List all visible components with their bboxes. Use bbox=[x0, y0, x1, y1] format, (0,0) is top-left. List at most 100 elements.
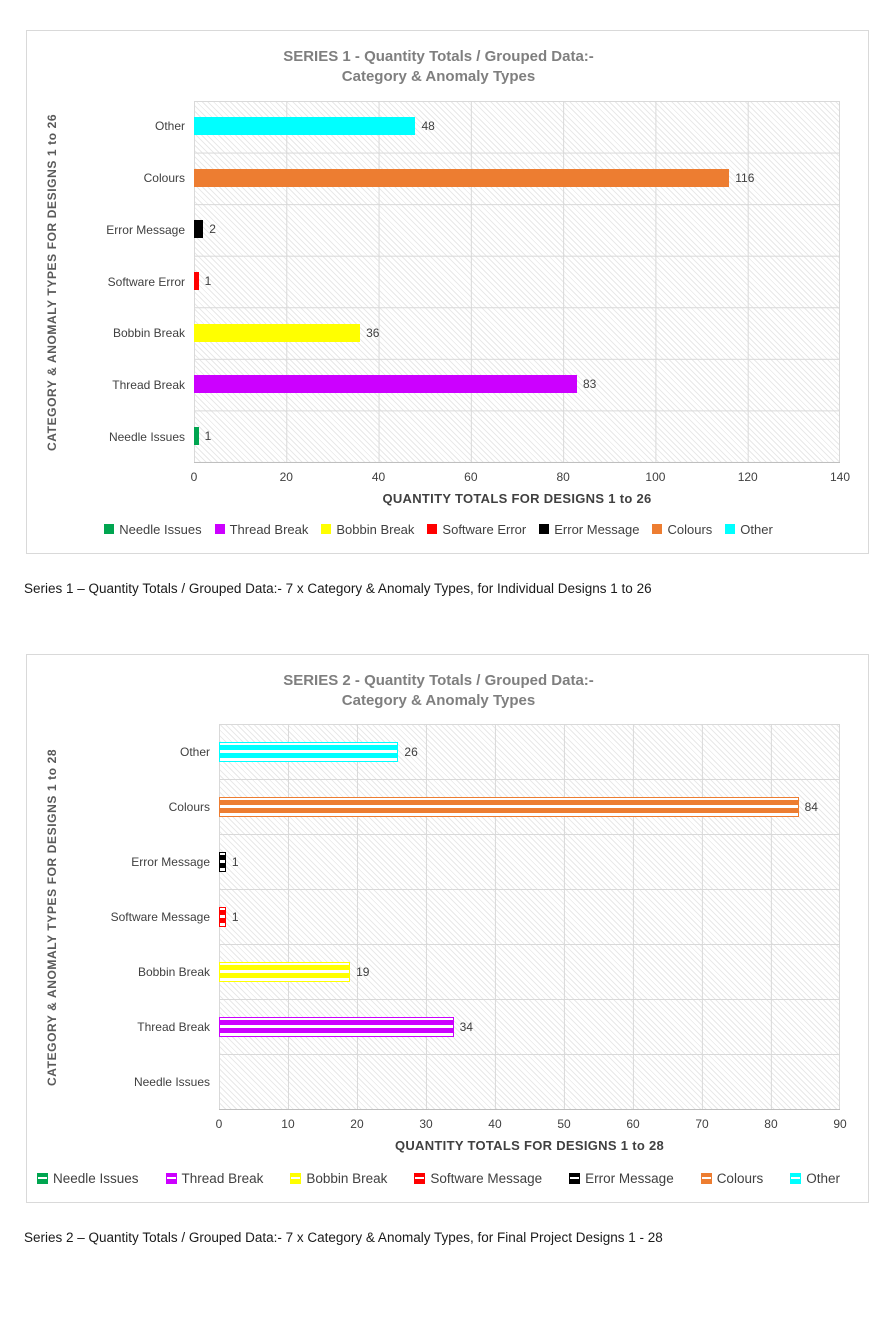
data-label: 84 bbox=[804, 799, 818, 814]
caption-series-1: Series 1 – Quantity Totals / Grouped Dat… bbox=[24, 580, 652, 596]
category-axis: Other Colours Error Message Software Messag… bbox=[67, 724, 219, 1110]
legend-label: Error Message bbox=[554, 521, 640, 537]
x-tick-label: 70 bbox=[695, 1117, 709, 1131]
legend-label: Bobbin Break bbox=[336, 521, 415, 537]
bar-other bbox=[219, 741, 399, 762]
legend-marker bbox=[290, 1173, 302, 1184]
bar-colours bbox=[194, 168, 730, 187]
legend-item: Error Message bbox=[539, 522, 639, 537]
x-tick-label: 140 bbox=[829, 469, 851, 484]
legend-label: Software Message bbox=[430, 1171, 543, 1186]
legend-marker bbox=[569, 1173, 581, 1184]
category-axis: Other Colours Error Message Software Error B… bbox=[67, 101, 194, 463]
x-axis-title-row: QUANTITY TOTALS FOR DESIGNS 1 to 26 bbox=[37, 489, 840, 506]
x-tick-label: 40 bbox=[488, 1117, 502, 1131]
bar-row: 1 bbox=[194, 410, 840, 462]
bar-row: 48 bbox=[194, 101, 840, 153]
bar-error-message bbox=[194, 220, 204, 239]
legend-item: Bobbin Break bbox=[290, 1171, 387, 1186]
bar-row: 84 bbox=[219, 779, 840, 834]
chart-plot-region: CATEGORY & ANOMALY TYPES FOR DESIGNS 1 t… bbox=[37, 724, 840, 1110]
x-axis: 0 20 40 60 80 100 120 140 bbox=[37, 463, 850, 489]
category-label: Bobbin Break bbox=[112, 326, 185, 341]
data-label: 36 bbox=[366, 325, 380, 340]
legend-marker bbox=[790, 1173, 802, 1184]
x-tick-label: 100 bbox=[645, 469, 666, 484]
axis-spacer bbox=[37, 463, 194, 489]
bar-software-message bbox=[219, 906, 226, 927]
bar-thread-break bbox=[194, 375, 577, 394]
x-tick-label: 20 bbox=[279, 469, 293, 484]
x-tick-label: 20 bbox=[350, 1117, 364, 1131]
x-axis-title: QUANTITY TOTALS FOR DESIGNS 1 to 26 bbox=[382, 490, 652, 506]
legend-label: Colours bbox=[716, 1171, 764, 1186]
category-label: Other bbox=[179, 744, 210, 759]
legend-item: Other bbox=[725, 522, 773, 537]
x-tick-label: 60 bbox=[464, 469, 478, 484]
x-tick-label: 60 bbox=[626, 1117, 640, 1131]
legend-marker bbox=[104, 524, 115, 534]
bar-row: 116 bbox=[194, 152, 840, 204]
x-tick-label: 10 bbox=[281, 1117, 295, 1131]
legend-label: Colours bbox=[667, 521, 713, 537]
x-tick-label: 120 bbox=[737, 469, 758, 484]
bar-other bbox=[194, 117, 416, 136]
axis-spacer bbox=[37, 1110, 219, 1136]
legend-marker bbox=[652, 524, 663, 534]
bar-row: 19 bbox=[219, 944, 840, 999]
legend-marker bbox=[37, 1173, 48, 1184]
legend-item: Software Message bbox=[414, 1171, 542, 1186]
legend-marker bbox=[165, 1173, 177, 1184]
legend-item: Thread Break bbox=[214, 521, 309, 537]
legend-item: Error Message bbox=[569, 1171, 674, 1186]
legend-marker bbox=[700, 1173, 712, 1184]
x-axis: 0 10 20 30 40 50 60 70 80 90 bbox=[37, 1110, 847, 1136]
x-tick-label: 40 bbox=[371, 469, 386, 484]
axis-spacer bbox=[37, 1136, 219, 1153]
chart-title: SERIES 1 - Quantity Totals / Grouped Dat… bbox=[37, 47, 840, 88]
category-label: Needle Issues bbox=[133, 1075, 210, 1090]
bar-needle-issues bbox=[194, 426, 199, 445]
chart-series-1: SERIES 1 - Quantity Totals / Grouped Dat… bbox=[26, 30, 869, 554]
x-tick-label: 50 bbox=[557, 1117, 571, 1131]
chart-title-line-1: SERIES 2 - Quantity Totals / Grouped Dat… bbox=[283, 671, 594, 689]
legend-label: Thread Break bbox=[181, 1171, 264, 1186]
x-axis-ticks: 0 10 20 30 40 50 60 70 80 90 bbox=[216, 1110, 847, 1136]
x-tick-label: 0 bbox=[190, 469, 198, 484]
y-axis-title: CATEGORY & ANOMALY TYPES FOR DESIGNS 1 t… bbox=[45, 748, 59, 1086]
data-label: 1 bbox=[231, 854, 239, 869]
chart-title-line-2: Category & Anomaly Types bbox=[341, 68, 536, 86]
legend-item: Other bbox=[790, 1171, 840, 1186]
bar-row: 2 bbox=[194, 204, 840, 256]
bar-thread-break bbox=[219, 1016, 454, 1037]
legend-label: Other bbox=[806, 1171, 840, 1186]
legend-item: Needle Issues bbox=[104, 522, 202, 537]
chart-series-2: SERIES 2 - Quantity Totals / Grouped Dat… bbox=[26, 653, 869, 1203]
chart-plot-region: CATEGORY & ANOMALY TYPES FOR DESIGNS 1 t… bbox=[37, 100, 840, 463]
legend-label: Thread Break bbox=[229, 521, 309, 537]
legend: Needle Issues Thread Break Bobbin Break Sof… bbox=[37, 522, 840, 537]
plot-area: 48 116 2 1 36 83 1 bbox=[194, 100, 840, 463]
axis-spacer bbox=[37, 489, 194, 506]
y-axis-title: CATEGORY & ANOMALY TYPES FOR DESIGNS 1 t… bbox=[45, 112, 59, 451]
category-label: Needle Issues bbox=[108, 429, 185, 444]
bar-row: 1 bbox=[194, 255, 840, 307]
legend-label: Other bbox=[740, 521, 773, 537]
bar-row: 1 bbox=[219, 834, 840, 889]
legend-label: Software Error bbox=[442, 521, 527, 537]
bar-rows: 48 116 2 1 36 83 1 bbox=[194, 101, 840, 462]
category-label: Software Error bbox=[107, 274, 185, 289]
data-label: 1 bbox=[204, 428, 212, 443]
data-label: 26 bbox=[404, 744, 418, 759]
bar-row: 36 bbox=[194, 307, 840, 359]
legend-item: Colours bbox=[652, 522, 712, 537]
legend-marker bbox=[725, 524, 736, 534]
category-label: Colours bbox=[168, 799, 210, 814]
legend-item: Software Error bbox=[427, 522, 526, 537]
chart-title: SERIES 2 - Quantity Totals / Grouped Dat… bbox=[37, 671, 840, 712]
x-tick-label: 80 bbox=[764, 1117, 778, 1131]
legend-marker bbox=[539, 524, 550, 534]
legend-label: Error Message bbox=[585, 1171, 674, 1186]
legend-label: Needle Issues bbox=[53, 1171, 139, 1186]
data-label: 34 bbox=[459, 1019, 473, 1034]
